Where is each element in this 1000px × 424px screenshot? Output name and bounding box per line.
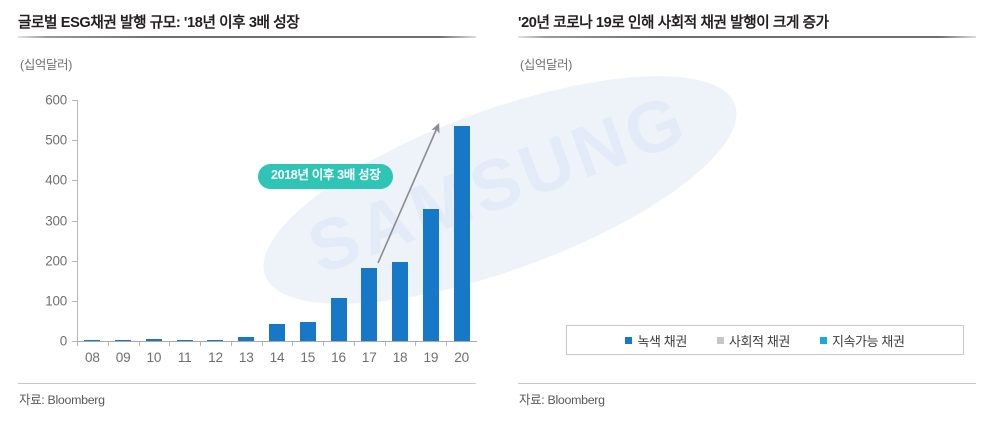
source-note-right: 자료: Bloomberg	[519, 393, 605, 407]
y-axis-label: 100	[45, 293, 67, 309]
x-axis-tick	[446, 342, 447, 346]
bar-13	[238, 0, 255, 341]
plot-area-left: 0 100 200 300 400 500 600 08 09 10 11 12 13 14 15 16 17 1…	[45, 0, 477, 365]
x-axis-label: 14	[269, 350, 285, 365]
x-axis-tick	[231, 342, 232, 346]
page-title-right: '20년 코로나 19로 인해 사회적 채권 발행이 크게 증가	[518, 15, 829, 31]
bar-value	[207, 339, 224, 341]
y-axis-tick	[72, 260, 77, 262]
y-axis-tick	[72, 300, 77, 302]
x-axis-tick	[262, 342, 263, 346]
y-axis-label: 0	[59, 333, 67, 349]
legend-swatch-icon	[819, 336, 827, 344]
legend-swatch-icon	[625, 336, 633, 344]
bar-09	[115, 0, 132, 341]
plot-area-right: 0100200300400500600080910111213141516171…	[500, 0, 1000, 424]
panel-social-bond-issuance: '20년 코로나 19로 인해 사회적 채권 발행이 크게 증가 (십억달러) …	[500, 0, 1000, 424]
footer-divider-right	[518, 383, 976, 384]
x-axis-label: 11	[177, 350, 192, 365]
bar-value	[115, 339, 132, 341]
y-axis-tick	[72, 100, 77, 101]
y-axis-tick	[72, 220, 77, 222]
y-axis-unit-left: (십억달러)	[20, 58, 73, 72]
growth-callout-badge: 2018년 이후 3배 성장	[258, 164, 394, 189]
bar-value	[84, 339, 101, 341]
x-axis-label: 16	[331, 350, 346, 365]
panel-global-esg-issuance: 글로벌 ESG채권 발행 규모: '18년 이후 3배 성장 (십억달러) 0 1…	[18, 0, 477, 407]
x-axis-label: 12	[208, 350, 223, 365]
x-axis-tick	[139, 342, 140, 346]
x-axis-label: 08	[85, 350, 100, 365]
x-axis-tick	[200, 342, 201, 346]
x-axis-label: 17	[361, 350, 377, 365]
y-axis-label: 400	[45, 172, 67, 188]
x-axis-tick	[354, 342, 355, 346]
footer-divider-left	[18, 383, 476, 384]
source-note-left: 자료: Bloomberg	[19, 393, 105, 407]
x-axis-tick	[169, 342, 170, 346]
y-axis-tick	[72, 140, 77, 142]
x-axis-tick	[108, 342, 109, 346]
title-divider-right	[518, 36, 976, 38]
x-axis-label: 13	[238, 350, 254, 365]
bar-11	[176, 0, 193, 341]
y-axis-tick	[72, 341, 77, 342]
bar-value	[269, 324, 285, 341]
x-axis-label: 10	[146, 350, 162, 365]
y-axis-unit-right: (십억달러)	[520, 58, 573, 72]
x-axis-label: 20	[454, 350, 469, 365]
bar-value	[238, 336, 255, 341]
legend-item-2: 사회적 채권	[716, 331, 790, 350]
legend-swatch-icon	[716, 336, 724, 344]
bar-value	[145, 339, 162, 341]
y-axis-label: 600	[45, 92, 67, 108]
bar-value	[299, 321, 316, 341]
title-divider-left	[18, 36, 476, 38]
bar-15	[299, 0, 316, 341]
y-axis-label: 200	[45, 253, 67, 269]
x-axis-label: 18	[392, 350, 408, 365]
x-axis-tick	[415, 342, 416, 346]
legend-label: 지속가능 채권	[831, 333, 905, 349]
growth-arrow	[377, 123, 440, 264]
bar-value	[176, 339, 193, 341]
x-axis-tick	[292, 342, 293, 346]
x-axis-tick	[385, 342, 386, 346]
y-axis-tick	[72, 180, 77, 182]
x-axis-tick	[77, 342, 78, 346]
x-axis-label: 19	[423, 350, 439, 365]
page-title-left: 글로벌 ESG채권 발행 규모: '18년 이후 3배 성장	[18, 15, 300, 31]
bar-16	[330, 0, 347, 341]
bar-10	[145, 0, 162, 341]
x-axis-label: 15	[300, 350, 316, 365]
x-axis-label: 09	[115, 350, 131, 365]
bar-14	[269, 0, 285, 341]
bar-08	[84, 0, 101, 341]
legend-label: 녹색 채권	[637, 333, 687, 349]
legend-item-1: 녹색 채권	[625, 331, 687, 350]
legend-label: 사회적 채권	[728, 333, 790, 349]
y-axis-label: 300	[45, 213, 67, 228]
y-axis-label: 500	[45, 132, 67, 148]
bar-value	[330, 297, 347, 341]
x-axis-line	[77, 341, 477, 342]
x-axis-tick	[323, 342, 324, 346]
y-axis-line	[77, 100, 78, 342]
legend-item-3: 지속가능 채권	[819, 331, 905, 350]
bar-12	[207, 0, 224, 341]
chart-legend: 녹색 채권 사회적 채권 지속가능 채권	[566, 325, 964, 355]
